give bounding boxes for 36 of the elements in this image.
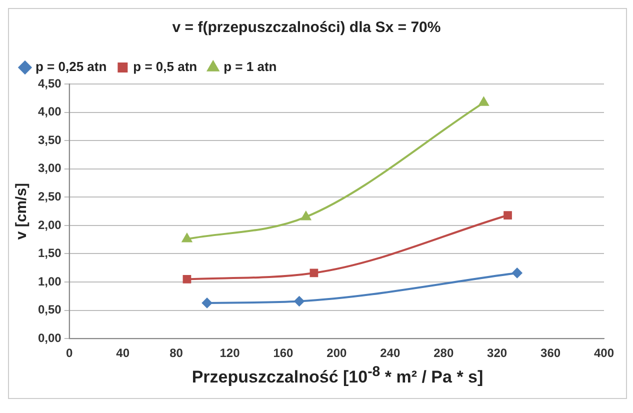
point [182,275,192,284]
legend-label: p = 0,25 atn [36,59,107,74]
point [294,296,304,306]
x-tick-label: 360 [540,346,561,360]
legend-label: p = 0,5 atn [133,59,198,74]
y-tick-label: 0,50 [38,302,62,317]
y-tick-label: 3,00 [38,161,62,176]
x-tick-label: 120 [220,346,240,360]
x-tick-label: 160 [273,346,294,360]
y-tick-label: 2,00 [38,218,62,232]
x-tick-label: 0 [66,346,74,360]
point [504,211,512,220]
x-tick-label: 400 [594,346,614,360]
point [202,298,212,308]
y-tick-label: 4,50 [38,76,62,90]
point [512,268,522,278]
point [301,211,311,220]
x-tick-label: 280 [434,346,454,360]
x-axis-title: Przepuszczalność [10$^{-8}$ * m² / Pa * s] [190,364,484,389]
y-tick-label: 1,50 [38,246,62,260]
y-tick-label: 4,00 [38,104,62,119]
point [182,234,192,242]
y-axis-title: v [cm/s] [13,182,30,240]
x-tick-label: 240 [380,346,400,360]
point [310,268,318,278]
y-tick-label: 3,50 [38,132,62,147]
x-tick-label: 80 [170,346,184,360]
y-tick-label: 0,00 [38,330,62,345]
x-tick-label: 40 [116,346,130,360]
point [478,97,489,106]
y-tick-label: 1,00 [38,274,62,288]
x-tick-label: 200 [326,346,348,360]
y-tick-label: 2,50 [38,189,62,204]
chart-title: v = f(przepuszczalności) dla Sx = 70% [172,19,441,36]
legend-label: p = 1 atn [224,59,277,74]
x-tick-label: 320 [487,346,508,360]
